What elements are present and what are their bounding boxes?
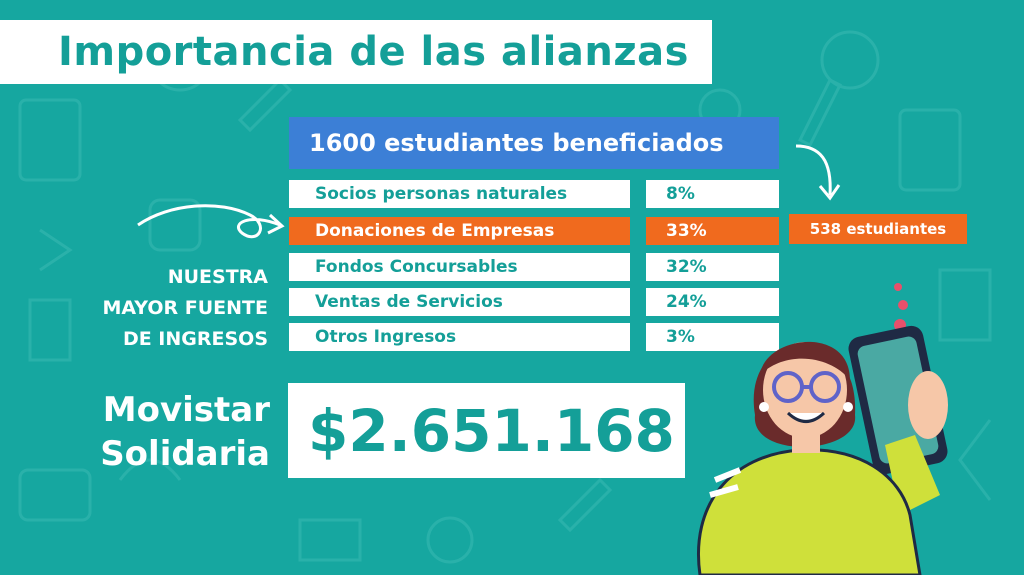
income-pct-cell: 24% xyxy=(646,288,779,316)
income-label-row: Otros Ingresos xyxy=(289,323,630,351)
curved-arrow-icon xyxy=(137,204,285,239)
income-pct-cell: 8% xyxy=(646,180,779,208)
main-income-note: NUESTRA MAYOR FUENTE DE INGRESOS xyxy=(102,266,269,350)
income-pct-cell: 3% xyxy=(646,323,779,351)
income-label-row: Socios personas naturales xyxy=(289,180,630,208)
income-label-row: Ventas de Servicios xyxy=(289,288,630,316)
page-title: Importancia de las alianzas xyxy=(58,29,689,75)
curved-down-arrow-icon xyxy=(795,144,841,201)
students-header-text: 1600 estudiantes beneficiados xyxy=(309,129,724,157)
students-header: 1600 estudiantes beneficiados xyxy=(289,117,779,169)
sponsor-name: Movistar Solidaria xyxy=(100,390,270,474)
students-tag: 538 estudiantes xyxy=(789,214,967,244)
amount-box: $2.651.168 xyxy=(288,383,685,478)
income-pct-cell: 32% xyxy=(646,253,779,281)
title-banner: Importancia de las alianzas xyxy=(0,20,712,84)
income-label-row: Fondos Concursables xyxy=(289,253,630,281)
income-pct-cell-highlight: 33% xyxy=(646,217,779,245)
income-label-row-highlight: Donaciones de Empresas xyxy=(289,217,630,245)
person-illustration xyxy=(697,283,948,575)
amount-value: $2.651.168 xyxy=(308,396,675,465)
